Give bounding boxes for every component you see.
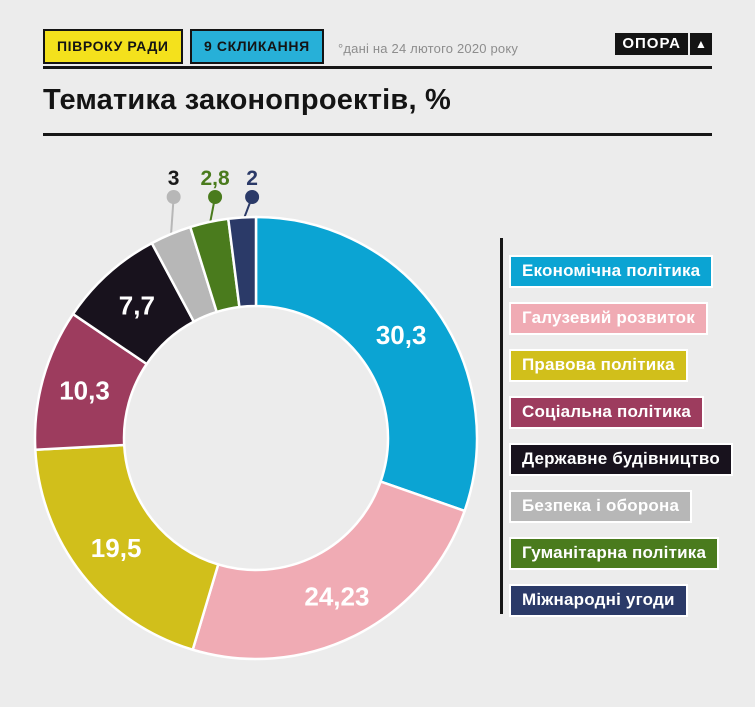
legend-rule xyxy=(500,238,503,614)
legend-item-7: Міжнародні угоди xyxy=(509,584,688,617)
opora-triangle-icon: ▲ xyxy=(690,33,712,55)
badge-9-sklykannia: 9 СКЛИКАННЯ xyxy=(190,29,324,64)
page-title: Тематика законопроектів, % xyxy=(43,84,451,116)
legend: Економічна політика Галузевий розвиток Пра… xyxy=(500,238,733,631)
donut-chart: 30,3 24,23 19,5 10,3 7,7 3 2,8 2 xyxy=(33,167,479,661)
donut-segment-1 xyxy=(191,480,466,661)
legend-item-6: Гуманітарна політика xyxy=(509,537,720,570)
callout-dot-6 xyxy=(208,190,223,204)
legend-items: Економічна політика Галузевий розвиток Пра… xyxy=(509,238,733,617)
callout-value-label-6: 2,8 xyxy=(200,167,230,190)
segment-value-label-4: 7,7 xyxy=(119,291,155,321)
opora-logo-text: ОПОРА xyxy=(615,33,688,55)
segment-value-label-0: 30,3 xyxy=(376,320,427,350)
segment-value-label-2: 19,5 xyxy=(91,533,142,563)
legend-item-0: Економічна політика xyxy=(509,255,714,288)
header-divider xyxy=(43,66,712,69)
badge-pivroku-rady: ПІВРОКУ РАДИ xyxy=(43,29,183,64)
legend-item-2: Правова політика xyxy=(509,349,688,382)
segment-value-label-3: 10,3 xyxy=(59,375,110,405)
legend-item-3: Соціальна політика xyxy=(509,396,705,429)
callout-value-label-7: 2 xyxy=(246,167,258,190)
callout-value-label-5: 3 xyxy=(168,167,180,190)
legend-item-5: Безпека і оборона xyxy=(509,490,693,523)
callout-dot-5 xyxy=(166,190,181,204)
opora-logo: ОПОРА ▲ xyxy=(615,33,712,55)
callout-dot-7 xyxy=(245,190,260,204)
donut-segment-7 xyxy=(227,215,258,309)
legend-item-1: Галузевий розвиток xyxy=(509,302,708,335)
data-date-note: °дані на 24 лютого 2020 року xyxy=(338,41,519,56)
donut-segment-0 xyxy=(254,215,479,513)
title-divider xyxy=(43,133,712,136)
segment-value-label-1: 24,23 xyxy=(304,582,369,612)
legend-item-4: Державне будівництво xyxy=(509,443,733,476)
donut-segment-2 xyxy=(34,443,220,651)
